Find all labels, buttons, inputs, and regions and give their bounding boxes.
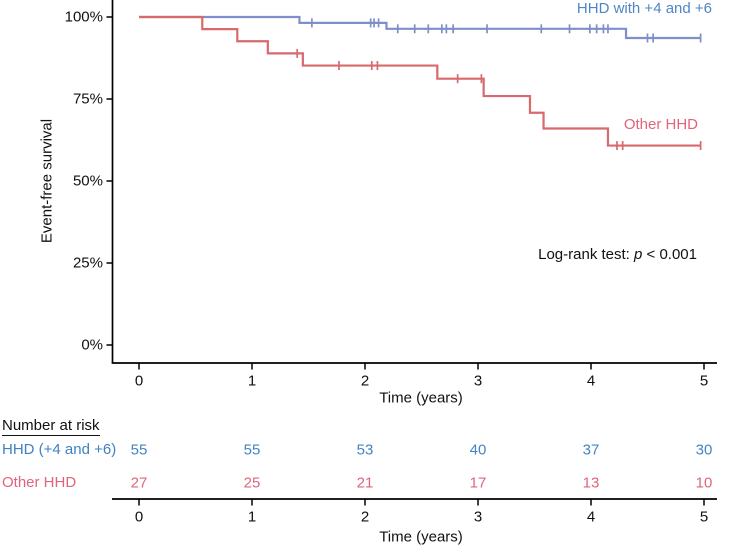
- y-tick-label-0%: 0%: [81, 337, 103, 354]
- risk-table-row-label-other-hhd: Other HHD: [2, 474, 77, 491]
- risk-axis-tick-label-5: 5: [700, 509, 708, 526]
- x-tick-label-5: 5: [700, 373, 708, 390]
- risk-count-row0-t4: 37: [583, 442, 600, 459]
- km-curve-1: [139, 15, 701, 147]
- risk-count-row1-t0: 27: [131, 475, 148, 492]
- x-tick-label-2: 2: [361, 373, 369, 390]
- legend-label-other-hhd: Other HHD: [623, 116, 698, 133]
- risk-count-row0-t0: 55: [131, 442, 148, 459]
- risk-count-row1-t5: 10: [696, 475, 713, 492]
- risk-table-row-label-hhd: HHD (+4 and +6): [2, 441, 117, 458]
- risk-axis-title: Time (years): [379, 529, 463, 546]
- logrank-annotation-value: < 0.001: [642, 246, 697, 263]
- risk-count-row0-t1: 55: [244, 442, 261, 459]
- x-tick-label-3: 3: [474, 373, 482, 390]
- risk-count-row1-t2: 21: [357, 475, 374, 492]
- risk-count-row1-t4: 13: [583, 475, 600, 492]
- logrank-annotation-p-symbol: p: [634, 246, 643, 263]
- risk-count-row1-t1: 25: [244, 475, 261, 492]
- x-tick-label-4: 4: [587, 373, 595, 390]
- logrank-annotation: Log-rank test: p < 0.001: [538, 247, 697, 263]
- x-tick-label-1: 1: [248, 373, 256, 390]
- y-tick-label-100%: 100%: [65, 9, 103, 26]
- y-tick-label-50%: 50%: [73, 173, 103, 190]
- risk-count-row1-t3: 17: [470, 475, 487, 492]
- risk-axis-tick-label-4: 4: [587, 509, 595, 526]
- logrank-annotation-prefix: Log-rank test:: [538, 246, 635, 263]
- risk-axis-tick-label-1: 1: [248, 509, 256, 526]
- y-tick-label-75%: 75%: [73, 91, 103, 108]
- y-axis-title: Event-free survival: [39, 119, 56, 243]
- x-tick-label-0: 0: [135, 373, 143, 390]
- x-axis-title: Time (years): [379, 390, 463, 407]
- risk-axis-tick-label-3: 3: [474, 509, 482, 526]
- risk-table-header: Number at risk: [2, 417, 100, 436]
- risk-count-row0-t5: 30: [696, 442, 713, 459]
- risk-count-row0-t3: 40: [470, 442, 487, 459]
- y-tick-label-25%: 25%: [73, 255, 103, 272]
- risk-axis-tick-label-2: 2: [361, 509, 369, 526]
- risk-axis-tick-label-0: 0: [135, 509, 143, 526]
- legend-label-hhd-plus4-plus6: HHD with +4 and +6: [576, 0, 712, 17]
- risk-count-row0-t2: 53: [357, 442, 374, 459]
- km-curve-0: [139, 15, 701, 40]
